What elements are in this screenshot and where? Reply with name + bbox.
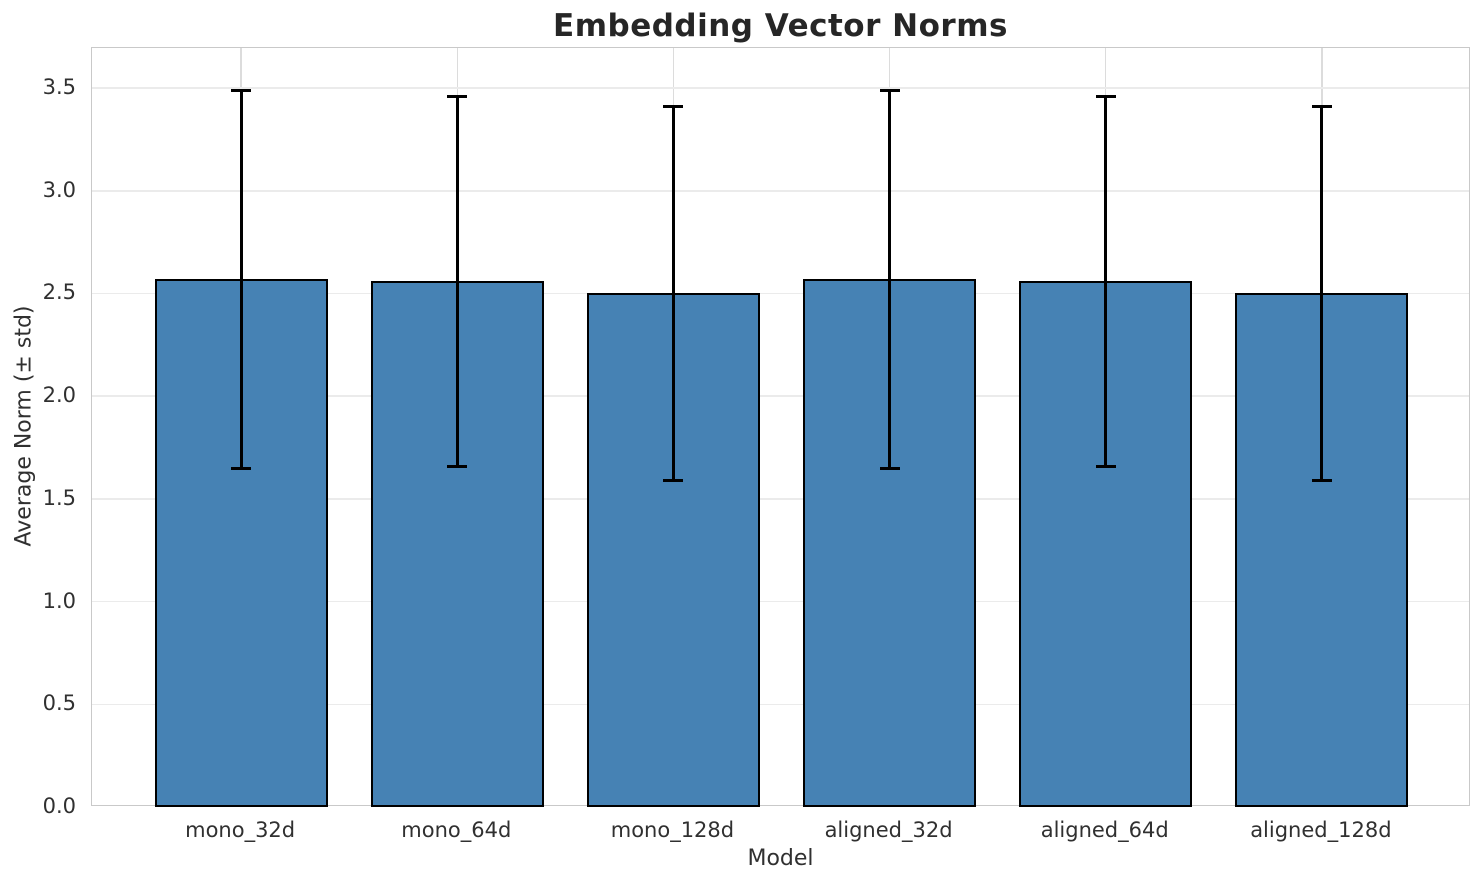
y-tick-label: 0.0 xyxy=(42,794,76,818)
error-bar-cap xyxy=(663,478,684,482)
error-bar-line xyxy=(1104,96,1108,466)
gridline-horizontal xyxy=(92,395,1469,397)
x-tick-label: aligned_128d xyxy=(1250,818,1392,842)
x-tick-label: aligned_32d xyxy=(824,818,953,842)
error-bar-cap xyxy=(1311,105,1332,109)
error-bar-cap xyxy=(663,105,684,109)
error-bar-line xyxy=(671,106,675,481)
y-tick-label: 1.0 xyxy=(42,588,76,613)
y-tick-label: 1.5 xyxy=(42,485,76,510)
y-tick-label: 0.5 xyxy=(42,691,76,716)
gridline-horizontal xyxy=(92,703,1469,706)
y-tick-label: 2.0 xyxy=(42,383,76,408)
gridline-horizontal xyxy=(92,292,1469,295)
error-bar-cap xyxy=(1311,478,1332,482)
x-tick-label: mono_64d xyxy=(401,818,512,842)
error-bar-line xyxy=(888,90,892,469)
error-bar-cap xyxy=(231,466,252,470)
error-bar-cap xyxy=(447,94,468,98)
y-tick-label: 2.5 xyxy=(42,280,76,305)
gridline-horizontal xyxy=(92,87,1469,89)
error-bar-cap xyxy=(1095,94,1116,98)
error-bar-cap xyxy=(879,466,900,470)
error-bar-line xyxy=(455,96,459,466)
y-axis-label: Average Norm (± std) xyxy=(11,305,37,547)
plot-area xyxy=(91,47,1470,807)
error-bar-cap xyxy=(1095,464,1116,468)
error-bar-line xyxy=(1320,106,1324,481)
error-bar-cap xyxy=(447,464,468,468)
x-tick-label: mono_128d xyxy=(610,818,735,842)
x-tick-label: mono_32d xyxy=(185,818,296,842)
gridline-horizontal xyxy=(92,600,1469,603)
chart-title: Embedding Vector Norms xyxy=(553,8,1008,44)
x-tick-label: aligned_64d xyxy=(1040,818,1169,842)
x-axis-label: Model xyxy=(747,846,814,871)
bar xyxy=(1019,281,1193,807)
error-bar-line xyxy=(239,90,243,469)
gridline-horizontal xyxy=(92,190,1469,192)
error-bar-cap xyxy=(231,88,252,92)
y-tick-label: 3.0 xyxy=(42,177,76,202)
y-tick-label: 3.5 xyxy=(42,75,76,100)
error-bar-cap xyxy=(879,88,900,92)
gridline-horizontal xyxy=(92,498,1469,500)
